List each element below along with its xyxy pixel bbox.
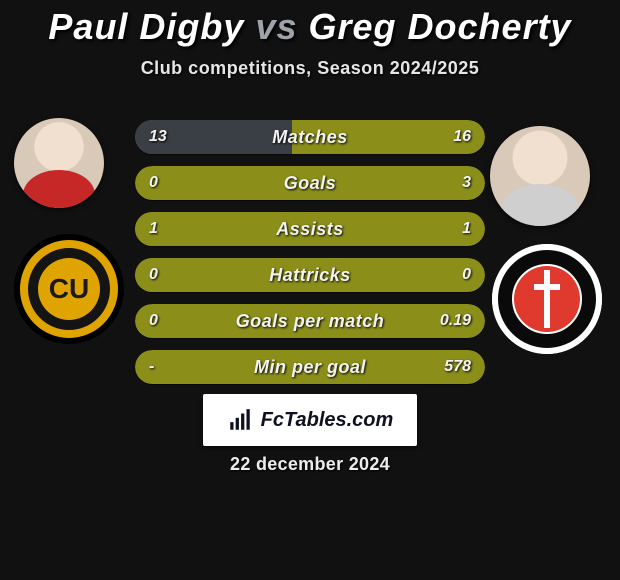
player1-club-badge: CU [14, 234, 124, 344]
page-title: Paul Digby vs Greg Docherty [0, 0, 620, 48]
avatar-placeholder [14, 118, 104, 208]
snapshot-date: 22 december 2024 [0, 454, 620, 475]
stat-row: 0Goals3 [135, 166, 485, 200]
comparison-card: Paul Digby vs Greg Docherty Club competi… [0, 0, 620, 580]
stat-row: 0Goals per match0.19 [135, 304, 485, 338]
player2-club-badge [492, 244, 602, 354]
stat-row: 1Assists1 [135, 212, 485, 246]
vs-text: vs [255, 6, 297, 47]
subtitle: Club competitions, Season 2024/2025 [0, 58, 620, 79]
avatar-placeholder [490, 126, 590, 226]
branding-badge: FcTables.com [203, 394, 417, 446]
stat-row: 0Hattricks0 [135, 258, 485, 292]
stat-row: 13Matches16 [135, 120, 485, 154]
sword-icon [544, 270, 550, 328]
player1-name: Paul Digby [48, 6, 244, 47]
stat-row: -Min per goal578 [135, 350, 485, 384]
badge-disc [514, 266, 580, 332]
fctables-logo-icon [227, 407, 253, 433]
player2-name: Greg Docherty [309, 6, 572, 47]
player1-photo [14, 118, 104, 208]
branding-text: FcTables.com [261, 409, 394, 432]
badge-abbr: CU [38, 258, 100, 320]
player2-photo [490, 126, 590, 226]
stat-rows: 13Matches16 0Goals3 1Assists1 0Hattricks0 0G… [135, 120, 485, 396]
